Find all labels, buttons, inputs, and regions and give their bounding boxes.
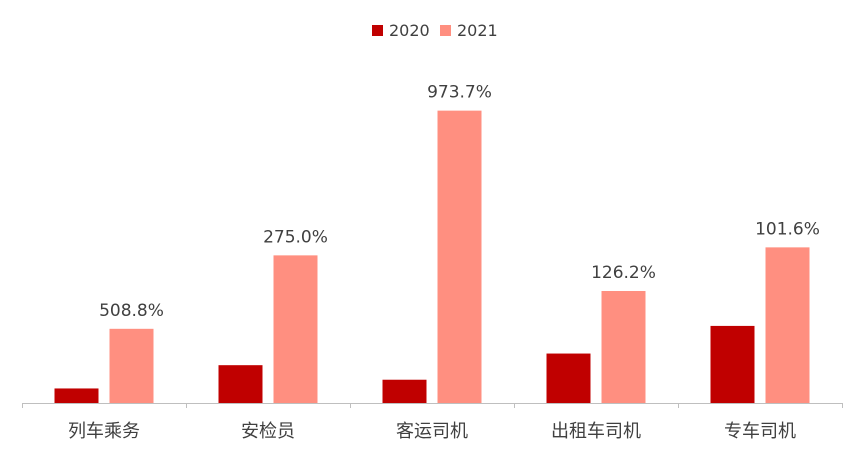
data-label-4: 101.6%	[755, 219, 820, 239]
legend-swatch-2021	[440, 25, 451, 36]
legend-label-2020: 2020	[389, 21, 430, 40]
bar-2020-4	[710, 325, 755, 403]
category-label-0: 列车乘务	[68, 421, 140, 442]
legend: 2020 2021	[372, 21, 498, 40]
bar-2021-0	[109, 328, 154, 403]
category-label-1: 安检员	[241, 421, 295, 442]
legend-swatch-2020	[372, 25, 383, 36]
bar-2021-4	[765, 247, 810, 403]
category-label-3: 出租车司机	[551, 421, 641, 442]
data-label-3: 126.2%	[591, 263, 656, 283]
bars	[54, 110, 810, 404]
bar-2021-3	[601, 291, 646, 403]
data-label-2: 973.7%	[427, 83, 492, 103]
data-labels: 508.8% 275.0% 973.7% 126.2% 101.6%	[99, 83, 820, 321]
bar-2020-2	[382, 379, 427, 403]
data-label-1: 275.0%	[263, 227, 328, 247]
data-label-0: 508.8%	[99, 301, 164, 321]
category-labels: 列车乘务 安检员 客运司机 出租车司机 专车司机	[68, 421, 796, 442]
bar-2020-3	[546, 353, 591, 403]
bar-2021-1	[273, 255, 318, 403]
category-label-2: 客运司机	[396, 421, 468, 442]
category-label-4: 专车司机	[724, 421, 796, 442]
x-axis-ticks	[22, 403, 843, 408]
legend-label-2021: 2021	[457, 21, 498, 40]
bar-2021-2	[437, 110, 482, 404]
bar-2020-1	[218, 365, 263, 403]
bar-2020-0	[54, 388, 99, 403]
